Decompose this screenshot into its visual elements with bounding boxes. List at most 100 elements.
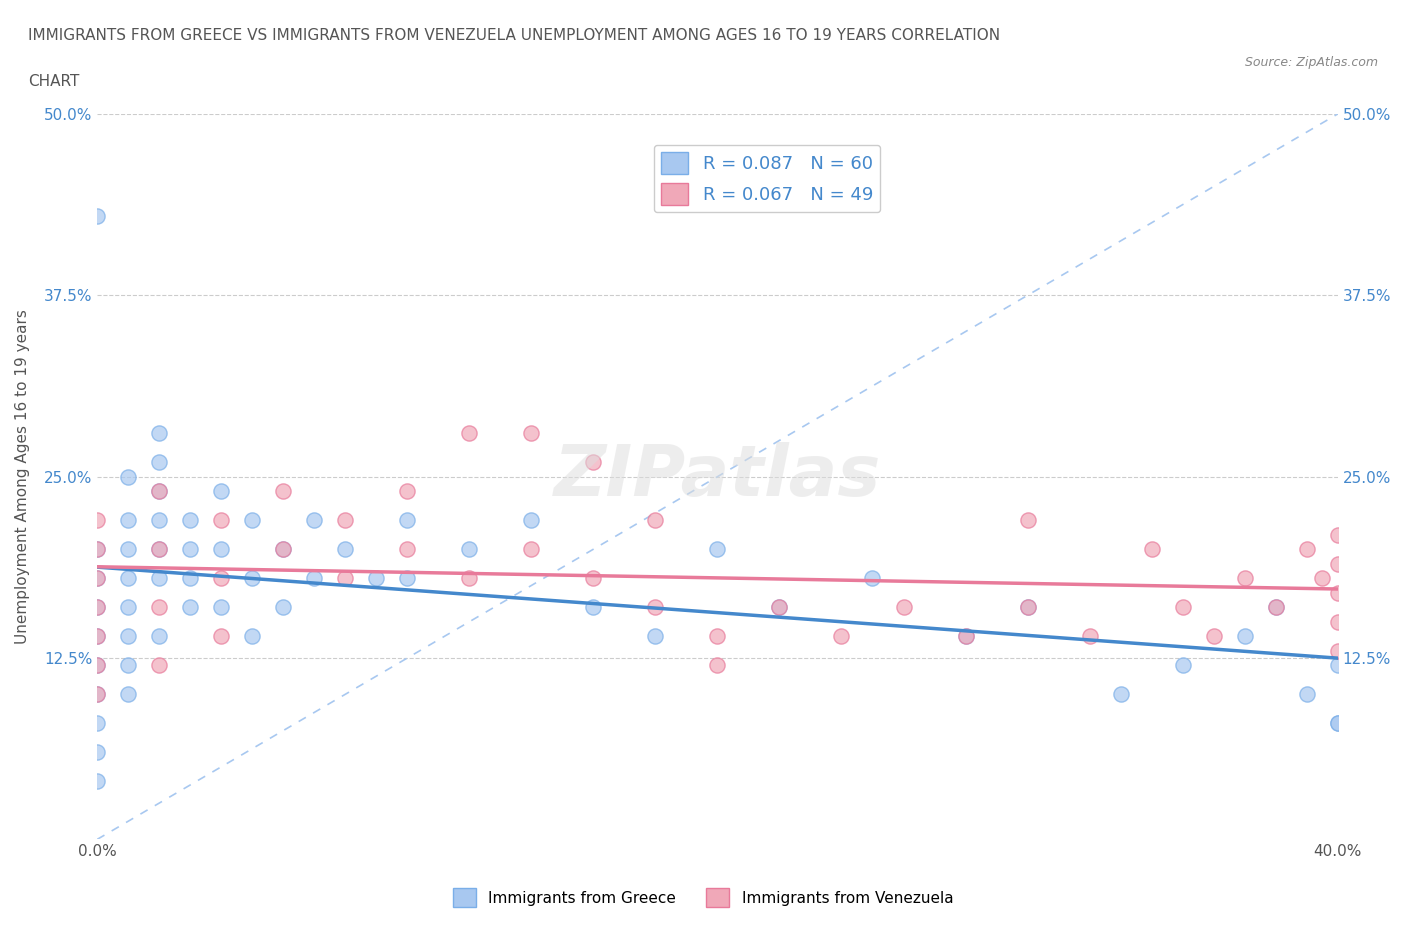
Point (86, 629, 108, 644)
Point (1140, 542, 1163, 557)
Point (240, 571, 263, 586)
Point (706, 658, 728, 672)
Point (335, 571, 357, 586)
Point (117, 470, 139, 485)
Point (1109, 687, 1132, 702)
Point (706, 542, 728, 557)
Point (209, 629, 232, 644)
Point (1326, 716, 1348, 731)
Point (148, 658, 170, 672)
Point (86, 512, 108, 527)
Point (117, 687, 139, 702)
Point (955, 629, 977, 644)
Point (1017, 512, 1039, 527)
Point (117, 542, 139, 557)
Point (86, 542, 108, 557)
Point (862, 571, 884, 586)
Point (304, 571, 326, 586)
Point (366, 571, 388, 586)
Point (1310, 571, 1333, 586)
Point (117, 600, 139, 615)
Point (582, 571, 605, 586)
Point (179, 542, 201, 557)
Point (582, 600, 605, 615)
Point (86, 629, 108, 644)
Point (148, 571, 170, 586)
Point (240, 512, 263, 527)
Point (148, 484, 170, 498)
Point (768, 600, 790, 615)
Point (271, 542, 294, 557)
Point (1017, 600, 1039, 615)
Point (209, 600, 232, 615)
Text: CHART: CHART (28, 74, 80, 89)
Point (1326, 716, 1348, 731)
Point (148, 542, 170, 557)
Point (86, 658, 108, 672)
Legend: Immigrants from Greece, Immigrants from Venezuela: Immigrants from Greece, Immigrants from … (447, 883, 959, 913)
Point (240, 629, 263, 644)
Point (458, 571, 481, 586)
Point (1078, 629, 1101, 644)
Point (148, 629, 170, 644)
Point (86, 774, 108, 789)
Point (117, 571, 139, 586)
Point (335, 542, 357, 557)
Point (148, 542, 170, 557)
Point (86, 716, 108, 731)
Y-axis label: Unemployment Among Ages 16 to 19 years: Unemployment Among Ages 16 to 19 years (15, 310, 30, 644)
Point (148, 455, 170, 470)
Point (86, 571, 108, 586)
Point (86, 600, 108, 615)
Point (86, 745, 108, 760)
Point (396, 484, 419, 498)
Point (1326, 615, 1348, 630)
Text: IMMIGRANTS FROM GREECE VS IMMIGRANTS FROM VENEZUELA UNEMPLOYMENT AMONG AGES 16 T: IMMIGRANTS FROM GREECE VS IMMIGRANTS FRO… (28, 28, 1000, 43)
Point (955, 629, 977, 644)
Point (117, 629, 139, 644)
Point (335, 512, 357, 527)
Legend: R = 0.087   N = 60, R = 0.067   N = 49: R = 0.087 N = 60, R = 0.067 N = 49 (654, 145, 880, 212)
Point (86, 658, 108, 672)
Point (179, 512, 201, 527)
Point (148, 600, 170, 615)
Point (644, 600, 666, 615)
Text: Source: ZipAtlas.com: Source: ZipAtlas.com (1244, 56, 1378, 69)
Point (768, 600, 790, 615)
Point (396, 542, 419, 557)
Point (1295, 542, 1317, 557)
Point (1326, 527, 1348, 542)
Point (209, 512, 232, 527)
Point (179, 600, 201, 615)
Point (520, 512, 543, 527)
Point (117, 512, 139, 527)
Point (1017, 600, 1039, 615)
Point (209, 484, 232, 498)
Point (1326, 556, 1348, 571)
Point (148, 484, 170, 498)
Point (271, 484, 294, 498)
Point (86, 208, 108, 223)
Point (396, 512, 419, 527)
Point (1326, 585, 1348, 600)
Point (1233, 629, 1256, 644)
Point (148, 426, 170, 441)
Point (271, 600, 294, 615)
Point (1171, 658, 1194, 672)
Point (86, 542, 108, 557)
Point (1264, 600, 1286, 615)
Point (86, 687, 108, 702)
Point (520, 542, 543, 557)
Point (271, 542, 294, 557)
Point (86, 687, 108, 702)
Point (893, 600, 915, 615)
Point (148, 512, 170, 527)
Point (644, 512, 666, 527)
Point (209, 542, 232, 557)
Point (520, 426, 543, 441)
Point (706, 629, 728, 644)
Point (1233, 571, 1256, 586)
Point (1326, 644, 1348, 658)
Point (117, 658, 139, 672)
Point (86, 600, 108, 615)
